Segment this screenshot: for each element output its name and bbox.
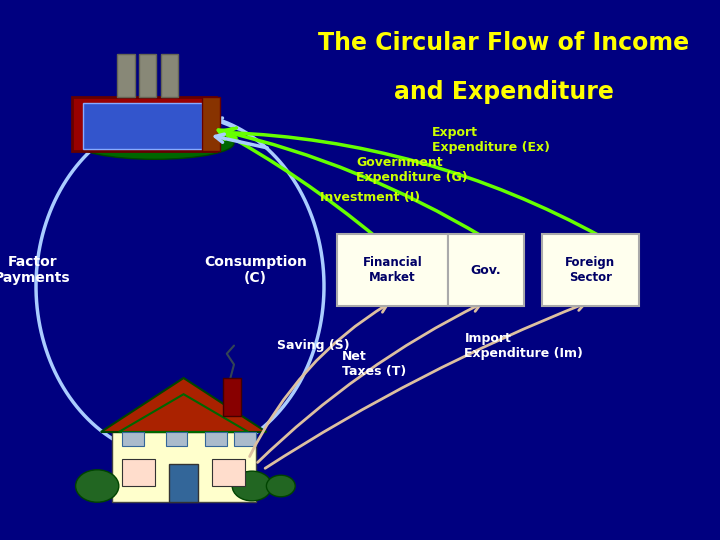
FancyBboxPatch shape [117, 54, 135, 97]
Ellipse shape [266, 475, 295, 497]
FancyBboxPatch shape [72, 97, 216, 151]
Text: Saving (S): Saving (S) [277, 339, 350, 352]
FancyBboxPatch shape [448, 233, 524, 306]
FancyBboxPatch shape [122, 459, 155, 486]
Text: The Circular Flow of Income: The Circular Flow of Income [318, 31, 690, 55]
Text: Export
Expenditure (Ex): Export Expenditure (Ex) [432, 126, 550, 154]
Polygon shape [101, 378, 266, 432]
Text: Financial
Market: Financial Market [363, 256, 422, 284]
Text: Gov.: Gov. [471, 264, 501, 276]
FancyBboxPatch shape [139, 54, 156, 97]
FancyBboxPatch shape [223, 378, 241, 416]
FancyBboxPatch shape [337, 233, 448, 306]
Ellipse shape [76, 127, 234, 159]
FancyBboxPatch shape [166, 432, 187, 445]
Ellipse shape [76, 470, 119, 502]
FancyBboxPatch shape [112, 432, 256, 502]
FancyBboxPatch shape [161, 54, 178, 97]
Text: Consumption
(C): Consumption (C) [204, 255, 307, 285]
FancyBboxPatch shape [205, 432, 227, 445]
Text: Investment (I): Investment (I) [320, 191, 420, 204]
Text: Factor
Payments: Factor Payments [0, 255, 71, 285]
Ellipse shape [232, 471, 271, 501]
Text: and Expenditure: and Expenditure [394, 80, 614, 104]
FancyBboxPatch shape [83, 103, 202, 148]
FancyBboxPatch shape [212, 459, 245, 486]
Text: Net
Taxes (T): Net Taxes (T) [342, 350, 406, 379]
Text: Foreign
Sector: Foreign Sector [565, 256, 616, 284]
FancyBboxPatch shape [234, 432, 256, 445]
FancyBboxPatch shape [541, 233, 639, 306]
Text: Government
Expenditure (G): Government Expenditure (G) [356, 156, 468, 184]
Text: Import
Expenditure (Im): Import Expenditure (Im) [464, 332, 583, 360]
FancyBboxPatch shape [169, 464, 198, 502]
FancyBboxPatch shape [202, 97, 220, 151]
FancyBboxPatch shape [122, 432, 144, 445]
